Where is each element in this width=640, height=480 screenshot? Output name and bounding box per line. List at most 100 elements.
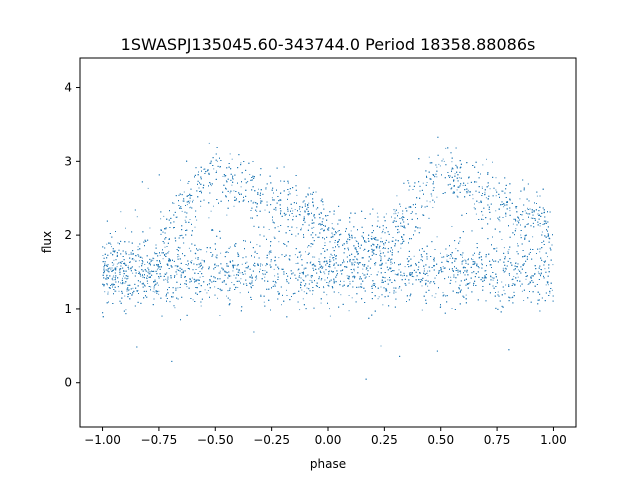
data-point — [532, 236, 534, 238]
data-point — [254, 250, 256, 252]
data-point — [301, 289, 303, 291]
data-point — [294, 209, 296, 210]
data-point — [128, 254, 130, 256]
data-point — [245, 283, 247, 285]
data-point — [380, 286, 382, 288]
data-point — [354, 248, 356, 250]
data-point — [189, 207, 191, 209]
data-point — [365, 267, 367, 269]
data-point — [240, 162, 242, 164]
data-point — [362, 272, 364, 274]
data-point — [426, 182, 428, 183]
data-point — [497, 291, 499, 293]
data-point — [236, 265, 238, 267]
data-point — [133, 259, 135, 261]
data-point — [111, 246, 112, 248]
data-point — [421, 207, 422, 208]
data-point — [106, 243, 108, 245]
data-point — [427, 285, 429, 287]
data-point — [428, 156, 430, 158]
data-point — [112, 279, 114, 281]
data-point — [402, 213, 404, 215]
data-point — [320, 279, 322, 281]
data-point — [219, 270, 221, 272]
data-point — [421, 285, 423, 287]
data-point — [440, 252, 441, 254]
data-point — [423, 268, 425, 270]
data-points — [102, 136, 554, 380]
data-point — [123, 275, 124, 277]
data-point — [121, 283, 123, 284]
data-point — [539, 251, 541, 253]
data-point — [286, 289, 287, 291]
data-point — [387, 279, 389, 281]
data-point — [436, 166, 438, 168]
data-point — [229, 192, 231, 194]
data-point — [489, 188, 491, 190]
data-point — [544, 268, 546, 270]
data-point — [154, 251, 156, 253]
data-point — [312, 293, 313, 295]
data-point — [273, 236, 275, 238]
data-point — [490, 276, 492, 278]
data-point — [110, 243, 112, 245]
data-point — [152, 259, 154, 261]
data-point — [519, 198, 521, 200]
data-point — [530, 217, 532, 219]
data-point — [380, 345, 382, 347]
data-point — [505, 284, 507, 286]
data-point — [165, 278, 167, 280]
data-point — [436, 236, 438, 238]
data-point — [296, 194, 298, 196]
data-point — [323, 287, 325, 289]
data-point — [213, 205, 214, 207]
data-point — [495, 177, 497, 179]
data-point — [466, 191, 468, 193]
data-point — [320, 228, 322, 230]
data-point — [456, 189, 458, 191]
data-point — [229, 246, 231, 248]
data-point — [413, 255, 415, 257]
data-point — [213, 168, 215, 170]
data-point — [217, 297, 218, 299]
data-point — [494, 248, 496, 250]
data-point — [349, 281, 351, 283]
data-point — [156, 269, 158, 271]
data-point — [256, 278, 258, 280]
data-point — [464, 259, 466, 261]
data-point — [328, 282, 330, 284]
data-point — [372, 237, 374, 239]
data-point — [315, 265, 317, 267]
data-point — [348, 295, 350, 296]
data-point — [551, 289, 553, 291]
data-point — [371, 235, 373, 237]
data-point — [262, 264, 263, 266]
data-point — [434, 296, 436, 298]
data-point — [492, 161, 493, 163]
data-point — [374, 283, 376, 285]
data-point — [177, 287, 179, 289]
data-point — [112, 265, 114, 266]
data-point — [127, 290, 129, 292]
data-point — [186, 286, 188, 288]
data-point — [481, 186, 483, 188]
data-point — [334, 242, 336, 244]
data-point — [297, 269, 299, 271]
data-point — [509, 275, 510, 276]
data-point — [377, 271, 379, 273]
data-point — [305, 251, 306, 253]
data-point — [124, 282, 126, 284]
data-point — [246, 261, 248, 263]
data-point — [215, 265, 217, 267]
data-point — [485, 197, 487, 199]
data-point — [520, 234, 522, 236]
data-point — [503, 247, 505, 249]
data-point — [298, 275, 300, 276]
data-point — [233, 274, 235, 276]
data-point — [184, 219, 186, 221]
data-point — [482, 219, 484, 220]
data-point — [427, 270, 429, 272]
data-point — [132, 287, 134, 289]
data-point — [268, 253, 270, 255]
data-point — [303, 268, 305, 270]
